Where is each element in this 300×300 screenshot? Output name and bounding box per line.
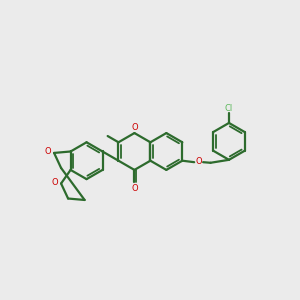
Text: O: O — [131, 123, 138, 132]
Text: O: O — [196, 157, 202, 166]
Text: O: O — [45, 147, 51, 156]
Text: Cl: Cl — [225, 103, 233, 112]
Text: O: O — [52, 178, 59, 187]
Text: O: O — [131, 184, 138, 193]
